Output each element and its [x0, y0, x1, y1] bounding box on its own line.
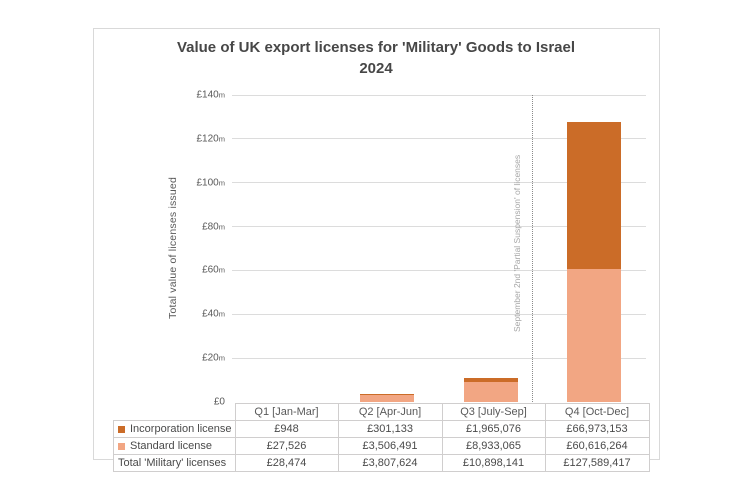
value-cell: £301,133 [337, 420, 443, 438]
millions-suffix: m [218, 353, 225, 363]
quarter-header: Q1 [Jan-Mar] [234, 403, 339, 421]
value-cell: £27,526 [234, 437, 339, 455]
legend-swatch-icon [118, 442, 125, 450]
y-axis: £0 £20m £40m £60m £80m £100m £120m £140m [93, 90, 226, 408]
table-row: Total 'Military' licenses £28,474 £3,807,6… [113, 454, 650, 472]
millions-suffix: m [218, 90, 225, 100]
table-header-row: Q1 [Jan-Mar] Q2 [Apr-Jun] Q3 [July-Sep] Q4 … [114, 403, 650, 421]
quarter-header: Q4 [Oct-Dec] [544, 403, 650, 421]
value-cell: £28,474 [234, 454, 339, 472]
suspension-annotation: September 2nd 'Partial Suspension' of li… [512, 154, 522, 333]
gridline [232, 138, 646, 140]
millions-suffix: m [218, 222, 225, 232]
value-cell: £1,965,076 [441, 420, 546, 438]
gridline [232, 269, 646, 271]
value-cell: £10,898,141 [441, 454, 546, 472]
row-label: Total 'Military' licenses [113, 454, 236, 472]
y-axis-tick-label: £80m [202, 221, 225, 233]
table-header-row: Q1 [Jan-Mar] Q2 [Apr-Jun] Q3 [July-Sep] Q4 … [114, 403, 650, 421]
quarter-header: Q3 [July-Sep] [441, 403, 546, 421]
chart-title-block: Value of UK export licenses for 'Militar… [93, 37, 659, 79]
chart-title-year: 2024 [359, 60, 393, 77]
y-axis-tick-label: £0 [213, 396, 225, 408]
table-corner-cell [114, 404, 236, 421]
suspension-date-line [532, 95, 533, 402]
table-body: Incorporation license £948 £301,133 £1,965,… [113, 420, 650, 472]
millions-suffix: m [218, 265, 225, 275]
y-axis-tick-label: £20m [202, 352, 225, 364]
gridline [232, 226, 646, 228]
quarter-header: Q2 [Apr-Jun] [337, 403, 443, 421]
millions-suffix: m [218, 134, 225, 144]
value-cell: £948 [234, 420, 339, 438]
data-table: Q1 [Jan-Mar] Q2 [Apr-Jun] Q3 [July-Sep] Q4 … [113, 403, 650, 472]
gridline [232, 182, 646, 184]
y-axis-tick-label: £60m [202, 264, 225, 276]
y-axis-tick-label: £140m [196, 89, 226, 101]
plot-area [232, 94, 646, 402]
table-row: Incorporation license £948 £301,133 £1,965,… [113, 420, 650, 438]
y-axis-tick-label: £100m [196, 177, 226, 189]
bar-incorporation-license [463, 378, 518, 383]
value-cell: £66,973,153 [544, 420, 650, 438]
gridline [232, 94, 646, 96]
millions-suffix: m [218, 178, 225, 188]
value-cell: £3,807,624 [337, 454, 443, 472]
bar-standard-license [567, 269, 622, 402]
y-axis-tick-label: £40m [202, 308, 225, 320]
bar-standard-license [360, 394, 415, 402]
value-cell: £60,616,264 [544, 437, 650, 455]
millions-suffix: m [218, 309, 225, 319]
chart-frame [93, 28, 660, 460]
y-axis-tick-label: £120m [196, 133, 226, 145]
value-cell: £8,933,065 [441, 437, 546, 455]
bar-incorporation-license [360, 393, 415, 395]
value-cell: £3,506,491 [337, 437, 443, 455]
row-label: Standard license [113, 437, 236, 455]
row-label: Incorporation license [113, 420, 236, 438]
value-cell: £127,589,417 [544, 454, 650, 472]
bar-incorporation-license [567, 122, 622, 270]
gridline [232, 313, 646, 315]
legend-swatch-icon [118, 425, 125, 433]
table-row: Standard license £27,526 £3,506,491 £8,933,… [113, 437, 650, 455]
bar-standard-license [463, 382, 518, 402]
gridline [232, 357, 646, 359]
chart-title: Value of UK export licenses for 'Militar… [176, 39, 576, 56]
